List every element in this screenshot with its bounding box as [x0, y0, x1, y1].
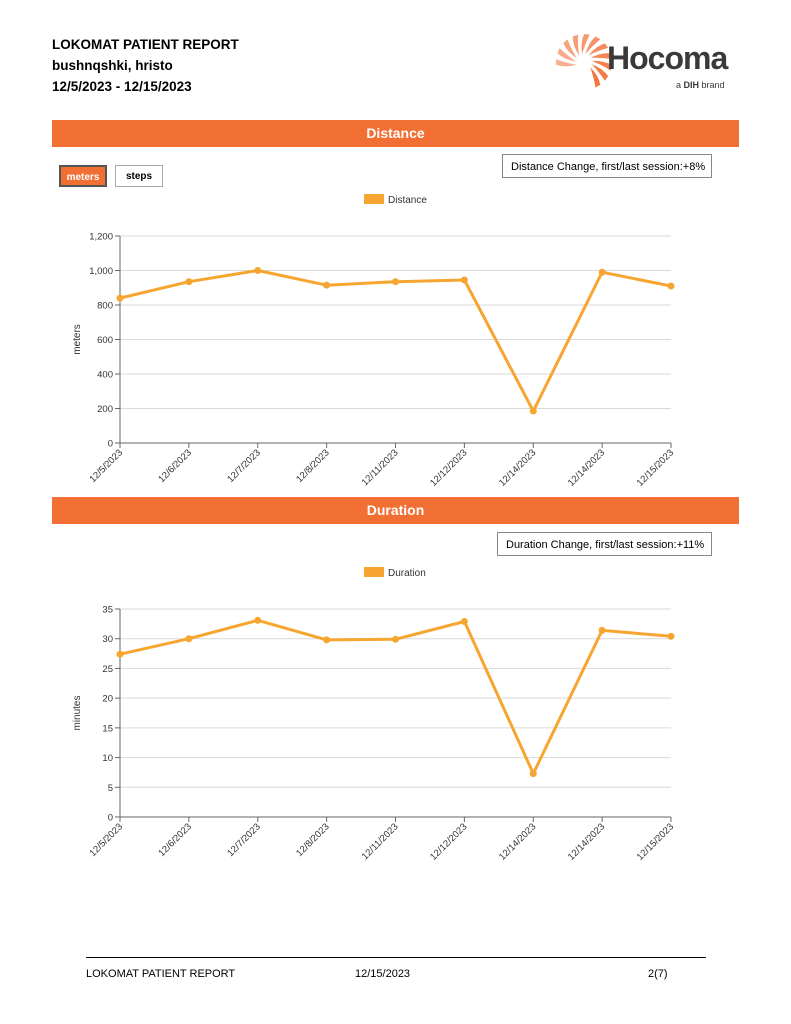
logo-swirl-arc [563, 39, 577, 59]
meters-button[interactable]: meters [59, 165, 107, 187]
footer-date: 12/15/2023 [355, 968, 411, 980]
steps-button[interactable]: steps [115, 165, 163, 187]
y-tick-label: 200 [97, 404, 113, 415]
logo-swirl-arc [581, 34, 590, 55]
x-tick-label: 12/15/2023 [635, 447, 676, 488]
logo-swirl-arc [585, 36, 601, 55]
data-point [254, 616, 262, 624]
data-point [185, 278, 193, 286]
data-point [116, 294, 124, 302]
data-point [529, 770, 537, 778]
y-tick-label: 25 [102, 664, 113, 675]
logo-brand-text: Hocoma [607, 40, 728, 76]
legend-label: Duration [388, 568, 426, 579]
x-tick-label: 12/15/2023 [635, 821, 676, 862]
logo-swirl-arc [588, 43, 609, 56]
data-point [667, 282, 675, 290]
legend-swatch [364, 194, 384, 204]
footer-divider [86, 957, 706, 958]
series-line [119, 269, 672, 413]
y-tick-label: 800 [97, 301, 113, 312]
date-range: 12/5/2023 - 12/15/2023 [52, 79, 192, 94]
y-tick-label: 30 [102, 634, 113, 645]
x-tick-label: 12/12/2023 [428, 447, 469, 488]
distance-section-header: Distance [52, 120, 739, 147]
x-tick-label: 12/6/2023 [156, 821, 194, 859]
logo-swirl-arc [572, 34, 580, 56]
y-tick-label: 600 [97, 335, 113, 346]
patient-name: bushnqshki, hristo [52, 58, 173, 73]
x-tick-label: 12/8/2023 [294, 447, 332, 485]
y-tick-label: 15 [102, 723, 113, 734]
x-tick-label: 12/5/2023 [87, 447, 125, 485]
logo-swirl-arc [590, 53, 612, 59]
duration-chart: Duration 0 5 10 15 20 25 30 35 minutes 12/5/2023 12… [72, 567, 676, 863]
y-tick-label: 20 [102, 694, 113, 705]
data-point [460, 276, 468, 284]
x-tick-label: 12/11/2023 [360, 447, 401, 488]
x-tick-label: 12/11/2023 [360, 821, 401, 862]
y-tick-label: 0 [108, 813, 113, 824]
y-tick-label: 1,200 [89, 232, 113, 243]
legend-swatch [364, 567, 384, 577]
footer-page-number: 2(7) [648, 968, 668, 980]
y-tick-label: 5 [108, 783, 113, 794]
x-tick-label: 12/14/2023 [566, 821, 607, 862]
x-tick-label: 12/5/2023 [87, 821, 125, 859]
data-point [667, 632, 675, 640]
y-tick-label: 10 [102, 753, 113, 764]
legend-label: Distance [388, 195, 427, 206]
x-tick-label: 12/7/2023 [225, 821, 263, 859]
y-tick-label: 1,000 [89, 266, 113, 277]
series-line [119, 618, 672, 776]
logo-swirl-arc [590, 67, 601, 88]
data-point [185, 635, 193, 643]
hocoma-logo: Hocoma a DIH brand [556, 34, 729, 90]
data-point [529, 407, 537, 415]
distance-chart: Distance 0 200 400 600 800 1,000 1,200 meters 12/… [72, 194, 676, 489]
y-axis-label: minutes [72, 695, 83, 730]
x-tick-label: 12/12/2023 [428, 821, 469, 862]
logo-swirl-arc [557, 48, 576, 62]
logo-tagline: a DIH brand [676, 80, 725, 90]
x-tick-label: 12/6/2023 [156, 447, 194, 485]
data-point [116, 650, 124, 658]
duration-section-header: Duration [52, 497, 739, 524]
distance-change-label: Distance Change, first/last session:+8% [502, 154, 712, 178]
hocoma-swirl-icon [556, 34, 612, 88]
y-tick-label: 400 [97, 370, 113, 381]
data-point [392, 278, 399, 286]
report-title: LOKOMAT PATIENT REPORT [52, 37, 239, 52]
x-tick-label: 12/8/2023 [294, 821, 332, 859]
footer-title: LOKOMAT PATIENT REPORT [86, 968, 236, 980]
logo-swirl-arc [591, 60, 612, 71]
y-tick-label: 35 [102, 605, 113, 616]
data-point [323, 636, 331, 644]
logo-swirl-arc [591, 64, 609, 81]
logo-swirl-arc [556, 59, 577, 67]
data-point [598, 268, 606, 276]
data-point [460, 617, 468, 625]
data-point [254, 267, 262, 274]
data-point [323, 281, 331, 289]
x-tick-label: 12/14/2023 [497, 821, 538, 862]
x-tick-label: 12/7/2023 [225, 447, 263, 485]
x-tick-label: 12/14/2023 [497, 447, 538, 488]
data-point [392, 635, 399, 643]
x-tick-label: 12/14/2023 [566, 447, 607, 488]
data-point [598, 626, 606, 634]
duration-change-label: Duration Change, first/last session:+11% [497, 532, 712, 556]
y-tick-label: 0 [108, 439, 113, 450]
y-axis-label: meters [72, 324, 83, 355]
